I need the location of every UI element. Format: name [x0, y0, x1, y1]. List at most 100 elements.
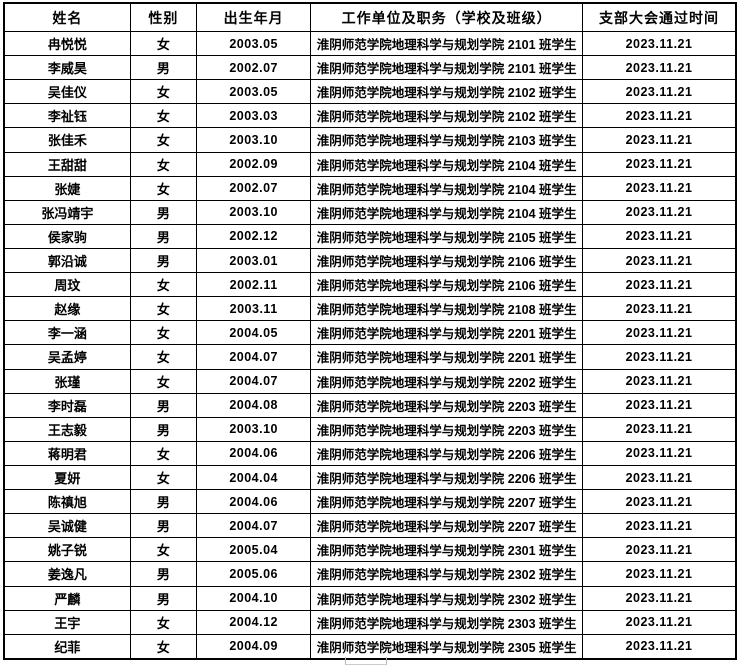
cell-work-unit: 淮阴师范学院地理科学与规划学院 2305 班学生 [310, 633, 584, 660]
cell-approval-date: 2023.11.21 [582, 585, 737, 611]
cell-work-unit: 淮阴师范学院地理科学与规划学院 2102 班学生 [310, 79, 584, 105]
cell-name: 姚子锐 [3, 537, 131, 563]
cell-name: 李时磊 [3, 392, 131, 418]
cell-work-unit: 淮阴师范学院地理科学与规划学院 2206 班学生 [310, 464, 584, 491]
cell-gender: 女 [129, 344, 198, 370]
cell-name: 张冯靖宇 [3, 199, 131, 225]
cell-birth-date: 2003.10 [196, 416, 312, 442]
cell-name: 张婕 [3, 175, 131, 201]
cell-name: 王宇 [3, 609, 131, 635]
header-date: 支部大会通过时间 [582, 2, 737, 32]
table-row: 李威昊 男 2002.07 淮阴师范学院地理科学与规划学院 2101 班学生 2… [3, 55, 737, 81]
cell-name: 蒋明君 [3, 440, 131, 466]
cell-approval-date: 2023.11.21 [582, 609, 737, 635]
cell-work-unit: 淮阴师范学院地理科学与规划学院 2206 班学生 [310, 440, 584, 466]
cell-name: 李威昊 [3, 55, 131, 81]
cell-approval-date: 2023.11.21 [582, 368, 737, 394]
cell-birth-date: 2003.10 [196, 127, 312, 153]
cell-work-unit: 淮阴师范学院地理科学与规划学院 2108 班学生 [310, 296, 584, 322]
cell-work-unit: 淮阴师范学院地理科学与规划学院 2105 班学生 [310, 223, 584, 249]
cell-birth-date: 2004.04 [196, 464, 312, 491]
cell-birth-date: 2003.03 [196, 103, 312, 129]
cell-birth-date: 2005.04 [196, 537, 312, 563]
cell-gender: 男 [129, 416, 198, 442]
table-row: 郭沿诚 男 2003.01 淮阴师范学院地理科学与规划学院 2106 班学生 2… [3, 247, 737, 274]
cell-gender: 女 [129, 464, 198, 491]
member-roster-table: 姓名 性别 出生年月 工作单位及职务（学校及班级） 支部大会通过时间 冉悦悦 女… [3, 2, 737, 660]
cell-gender: 女 [129, 103, 198, 129]
cell-gender: 女 [129, 151, 198, 177]
cell-gender: 女 [129, 537, 198, 563]
table-row: 赵缘 女 2003.11 淮阴师范学院地理科学与规划学院 2108 班学生 20… [3, 296, 737, 322]
header-name: 姓名 [3, 2, 131, 32]
table-body: 冉悦悦 女 2003.05 淮阴师范学院地理科学与规划学院 2101 班学生 2… [3, 30, 737, 660]
cell-work-unit: 淮阴师范学院地理科学与规划学院 2104 班学生 [310, 199, 584, 225]
cell-birth-date: 2004.08 [196, 392, 312, 418]
cell-approval-date: 2023.11.21 [582, 392, 737, 418]
cell-name: 郭沿诚 [3, 247, 131, 274]
cell-approval-date: 2023.11.21 [582, 489, 737, 515]
cell-birth-date: 2004.09 [196, 633, 312, 660]
cell-birth-date: 2003.01 [196, 247, 312, 274]
cell-work-unit: 淮阴师范学院地理科学与规划学院 2106 班学生 [310, 272, 584, 298]
cell-birth-date: 2004.05 [196, 320, 312, 346]
table-row: 冉悦悦 女 2003.05 淮阴师范学院地理科学与规划学院 2101 班学生 2… [3, 30, 737, 57]
cell-gender: 男 [129, 489, 198, 515]
cell-name: 纪菲 [3, 633, 131, 660]
header-gender: 性别 [129, 2, 198, 32]
cell-name: 吴孟婷 [3, 344, 131, 370]
cell-approval-date: 2023.11.21 [582, 320, 737, 346]
table-row: 吴佳仪 女 2003.05 淮阴师范学院地理科学与规划学院 2102 班学生 2… [3, 79, 737, 105]
cell-birth-date: 2004.07 [196, 344, 312, 370]
cell-approval-date: 2023.11.21 [582, 175, 737, 201]
cell-approval-date: 2023.11.21 [582, 440, 737, 466]
cell-birth-date: 2004.06 [196, 489, 312, 515]
cell-gender: 女 [129, 272, 198, 298]
cell-name: 王志毅 [3, 416, 131, 442]
table-row: 王甜甜 女 2002.09 淮阴师范学院地理科学与规划学院 2104 班学生 2… [3, 151, 737, 177]
cell-work-unit: 淮阴师范学院地理科学与规划学院 2203 班学生 [310, 416, 584, 442]
cell-work-unit: 淮阴师范学院地理科学与规划学院 2207 班学生 [310, 489, 584, 515]
cell-approval-date: 2023.11.21 [582, 633, 737, 660]
cell-work-unit: 淮阴师范学院地理科学与规划学院 2104 班学生 [310, 175, 584, 201]
cell-approval-date: 2023.11.21 [582, 247, 737, 274]
cell-name: 赵缘 [3, 296, 131, 322]
cell-approval-date: 2023.11.21 [582, 464, 737, 491]
header-unit: 工作单位及职务（学校及班级） [310, 2, 584, 32]
cell-work-unit: 淮阴师范学院地理科学与规划学院 2202 班学生 [310, 368, 584, 394]
cell-approval-date: 2023.11.21 [582, 344, 737, 370]
cell-birth-date: 2004.07 [196, 368, 312, 394]
cell-birth-date: 2002.09 [196, 151, 312, 177]
table-row: 纪菲 女 2004.09 淮阴师范学院地理科学与规划学院 2305 班学生 20… [3, 633, 737, 660]
table-row: 蒋明君 女 2004.06 淮阴师范学院地理科学与规划学院 2206 班学生 2… [3, 440, 737, 466]
cell-birth-date: 2005.06 [196, 561, 312, 587]
cell-work-unit: 淮阴师范学院地理科学与规划学院 2302 班学生 [310, 561, 584, 587]
cell-gender: 男 [129, 199, 198, 225]
cell-work-unit: 淮阴师范学院地理科学与规划学院 2203 班学生 [310, 392, 584, 418]
table-row: 夏妍 女 2004.04 淮阴师范学院地理科学与规划学院 2206 班学生 20… [3, 464, 737, 491]
cell-work-unit: 淮阴师范学院地理科学与规划学院 2103 班学生 [310, 127, 584, 153]
cell-gender: 男 [129, 247, 198, 274]
cell-gender: 女 [129, 440, 198, 466]
cell-name: 周玟 [3, 272, 131, 298]
cell-birth-date: 2002.12 [196, 223, 312, 249]
cell-gender: 男 [129, 223, 198, 249]
cell-name: 冉悦悦 [3, 30, 131, 57]
cell-gender: 女 [129, 30, 198, 57]
cell-name: 侯家驹 [3, 223, 131, 249]
cell-gender: 女 [129, 296, 198, 322]
cell-work-unit: 淮阴师范学院地理科学与规划学院 2201 班学生 [310, 320, 584, 346]
cell-work-unit: 淮阴师范学院地理科学与规划学院 2101 班学生 [310, 30, 584, 57]
cell-name: 张瑾 [3, 368, 131, 394]
table-row: 李一涵 女 2004.05 淮阴师范学院地理科学与规划学院 2201 班学生 2… [3, 320, 737, 346]
cell-birth-date: 2003.10 [196, 199, 312, 225]
cell-approval-date: 2023.11.21 [582, 272, 737, 298]
cell-approval-date: 2023.11.21 [582, 151, 737, 177]
cell-gender: 女 [129, 633, 198, 660]
cell-approval-date: 2023.11.21 [582, 296, 737, 322]
table-row: 陈禛旭 男 2004.06 淮阴师范学院地理科学与规划学院 2207 班学生 2… [3, 489, 737, 515]
cell-approval-date: 2023.11.21 [582, 537, 737, 563]
cell-birth-date: 2003.11 [196, 296, 312, 322]
cell-gender: 男 [129, 513, 198, 539]
cell-work-unit: 淮阴师范学院地理科学与规划学院 2301 班学生 [310, 537, 584, 563]
